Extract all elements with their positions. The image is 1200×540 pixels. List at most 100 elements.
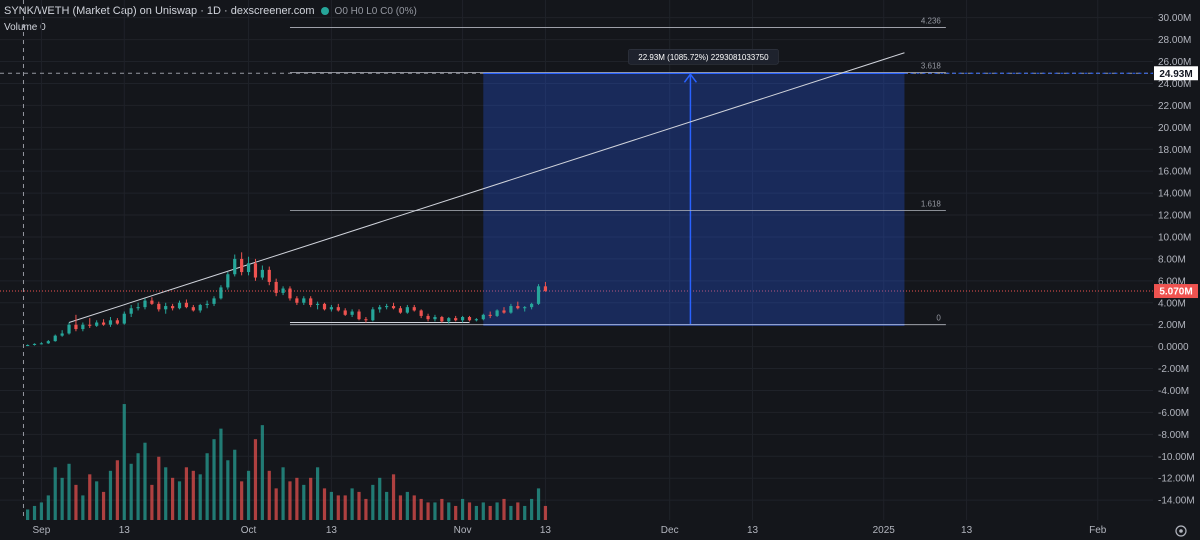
volume-bar [115,460,119,520]
y-tick-label: -6.00M [1158,408,1189,419]
measure-label: 22.93M (1085.72%) 2293081033750 [638,53,769,62]
candles-layer [26,252,548,347]
x-tick-label: 2025 [873,525,896,536]
volume-legend[interactable]: Volume 0 [4,22,46,33]
candle-body [288,288,292,299]
volume-bar [391,474,396,520]
volume-bar [302,484,306,520]
volume-bar [419,498,423,520]
settings-icon[interactable] [1175,525,1187,537]
measure-range-box [483,73,905,325]
volume-bar [95,481,99,520]
candle-body [426,315,430,320]
candle-body [357,311,361,320]
volume-bar [67,463,71,520]
y-tick-label: -14.00M [1158,496,1195,507]
volume-bar [295,477,299,520]
candle-body [267,269,271,282]
candle-body [467,317,472,321]
candle-body [46,341,50,344]
volume-bar [219,428,223,520]
price-tags-layer: 24.93M 5.070M [1154,66,1198,299]
volume-bar [60,477,64,520]
candle-body [502,310,506,313]
chart-header: SYNK/WETH (Market Cap) on Uniswap · 1D ·… [4,5,417,17]
y-tick-label: -10.00M [1158,452,1195,463]
candle-body [81,324,85,330]
candle-body [212,298,216,304]
y-tick-label: 18.00M [1158,145,1191,156]
x-tick-label: Sep [33,525,51,536]
volume-bar [309,477,313,520]
y-tick-label: 30.00M [1158,13,1191,24]
volume-bar [32,505,37,520]
drawings-layer[interactable]: 22.93M (1085.72%) 2293081033750 4.236 3.61… [0,0,1153,520]
fib-level-label: 0 [936,314,941,323]
candle-body [309,298,313,305]
y-tick-label: 8.00M [1158,254,1186,265]
axes-layer: 30.00M 28.00M 26.00M 24.00M 22.00M 20.00M 18.0… [33,13,1195,536]
candle-body [219,287,223,299]
candle-body [530,303,534,308]
candle-body [32,343,37,345]
candle-body [343,310,347,315]
candle-body [322,303,327,310]
volume-bar [177,481,182,520]
y-tick-label: 26.00M [1158,57,1191,68]
candle-body [385,306,389,308]
volume-bar [350,488,354,520]
candle-body [184,302,189,308]
volume-bar [191,470,195,520]
volume-bar [281,467,285,520]
volume-bar [315,467,320,520]
x-tick-label: Feb [1089,525,1107,536]
volume-bar [364,498,368,520]
volume-bar [122,404,126,520]
candle-body [516,306,520,309]
candle-body [350,311,354,315]
candle-body [378,307,382,310]
candle-body [143,300,147,308]
candle-body [115,320,119,324]
candle-body [122,313,126,324]
last-price-tag [1154,284,1198,299]
volume-bar [405,491,409,520]
fib-level-label: 4.236 [921,17,942,26]
candle-body [26,344,30,346]
volume-bar [329,491,334,520]
candle-body [405,307,409,313]
candle-body [412,307,416,311]
y-tick-label: 28.00M [1158,35,1191,46]
volume-bar [171,477,175,520]
candle-body [543,286,548,292]
volume-bar [502,498,506,520]
trend-line [68,52,905,323]
volume-bar [205,453,209,520]
measure-arrow-head [683,73,698,83]
candle-body [295,298,299,303]
volume-bar [357,491,361,520]
y-tick-label: 10.00M [1158,232,1191,243]
candle-body [226,274,230,288]
candle-body [67,324,71,334]
live-status-icon [320,7,329,15]
volume-layer [26,404,548,520]
volume-bar [481,502,485,520]
y-tick-label: -8.00M [1158,430,1189,441]
volume-bar [523,505,527,520]
x-tick-label: 13 [540,525,552,536]
candle-body [302,298,306,303]
grid-layer [0,0,1153,520]
volume-bar [81,495,85,520]
y-tick-label: 16.00M [1158,167,1191,178]
candle-body [495,310,499,316]
volume-bar [378,477,382,520]
volume-bar [343,495,347,520]
candle-body [253,263,258,278]
volume-bar [488,505,492,520]
volume-bar [474,505,478,520]
y-tick-label: -2.00M [1158,364,1189,375]
x-tick-label: 13 [326,525,338,536]
volume-bar [433,502,437,520]
